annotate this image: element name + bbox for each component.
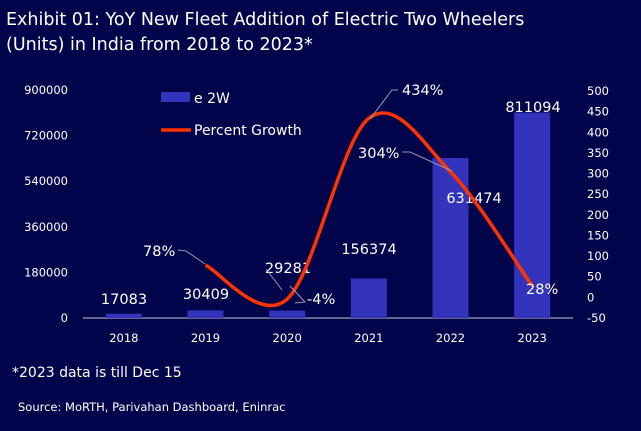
bar-data-label: 30409: [183, 287, 229, 303]
bar-2020: [269, 310, 306, 318]
bar-2019: [187, 310, 224, 318]
left-axis-tick: 900000: [24, 83, 68, 97]
bar-data-label: 17083: [101, 292, 147, 308]
line-data-label: 434%: [402, 83, 443, 99]
source-note: Source: MoRTH, Parivahan Dashboard, Enin…: [18, 400, 286, 414]
legend-swatch-bar: [161, 92, 190, 102]
bar-2022: [432, 158, 469, 318]
right-axis-tick: 350: [587, 146, 609, 160]
x-axis-tick: 2019: [191, 331, 220, 345]
left-axis-tick: 540000: [24, 174, 68, 188]
legend-label-bar: e 2W: [194, 91, 230, 107]
bar-data-label: 811094: [505, 100, 560, 116]
x-axis-tick: 2021: [354, 331, 383, 345]
left-axis-tick: 720000: [24, 129, 68, 143]
x-axis-tick: 2018: [109, 331, 138, 345]
x-axis-tick: 2022: [436, 331, 465, 345]
percent-growth-line: [204, 111, 534, 308]
left-axis-tick: 180000: [24, 265, 68, 279]
right-axis-tick: 400: [587, 125, 609, 139]
legend-label-line: Percent Growth: [194, 123, 302, 139]
x-axis-tick: 2020: [273, 331, 302, 345]
bar-2021: [350, 278, 387, 318]
line-data-label: -4%: [307, 292, 335, 308]
bar-2018: [105, 313, 142, 318]
left-axis-tick: 360000: [24, 220, 68, 234]
chart-title: Exhibit 01: YoY New Fleet Addition of El…: [6, 8, 626, 58]
title-line-1: Exhibit 01: YoY New Fleet Addition of El…: [6, 10, 525, 30]
title-line-2: (Units) in India from 2018 to 2023*: [6, 35, 313, 55]
leader-line: [265, 268, 283, 291]
line-data-label: 304%: [358, 146, 399, 162]
right-axis-tick: 100: [587, 249, 609, 263]
x-axis-tick: 2023: [518, 331, 547, 345]
right-axis-tick: 200: [587, 208, 609, 222]
leader-line: [177, 249, 206, 265]
right-axis-tick: 50: [587, 270, 602, 284]
leader-line: [289, 285, 307, 304]
line-data-label: 28%: [526, 282, 558, 298]
line-data-label: 78%: [143, 244, 175, 260]
right-axis-tick: 450: [587, 105, 609, 119]
leader-line: [402, 151, 453, 172]
leader-line: [369, 89, 398, 120]
bar-data-label: 29281: [265, 261, 311, 277]
right-axis-tick: 0: [587, 290, 594, 304]
right-axis-tick: 150: [587, 228, 609, 242]
right-axis-tick: 250: [587, 187, 609, 201]
footnote: *2023 data is till Dec 15: [12, 365, 182, 381]
right-axis-tick: 500: [587, 84, 609, 98]
right-axis-tick: -50: [587, 311, 606, 325]
right-axis-tick: 300: [587, 167, 609, 181]
left-axis-tick: 0: [61, 311, 68, 325]
bar-data-label: 156374: [341, 242, 396, 258]
